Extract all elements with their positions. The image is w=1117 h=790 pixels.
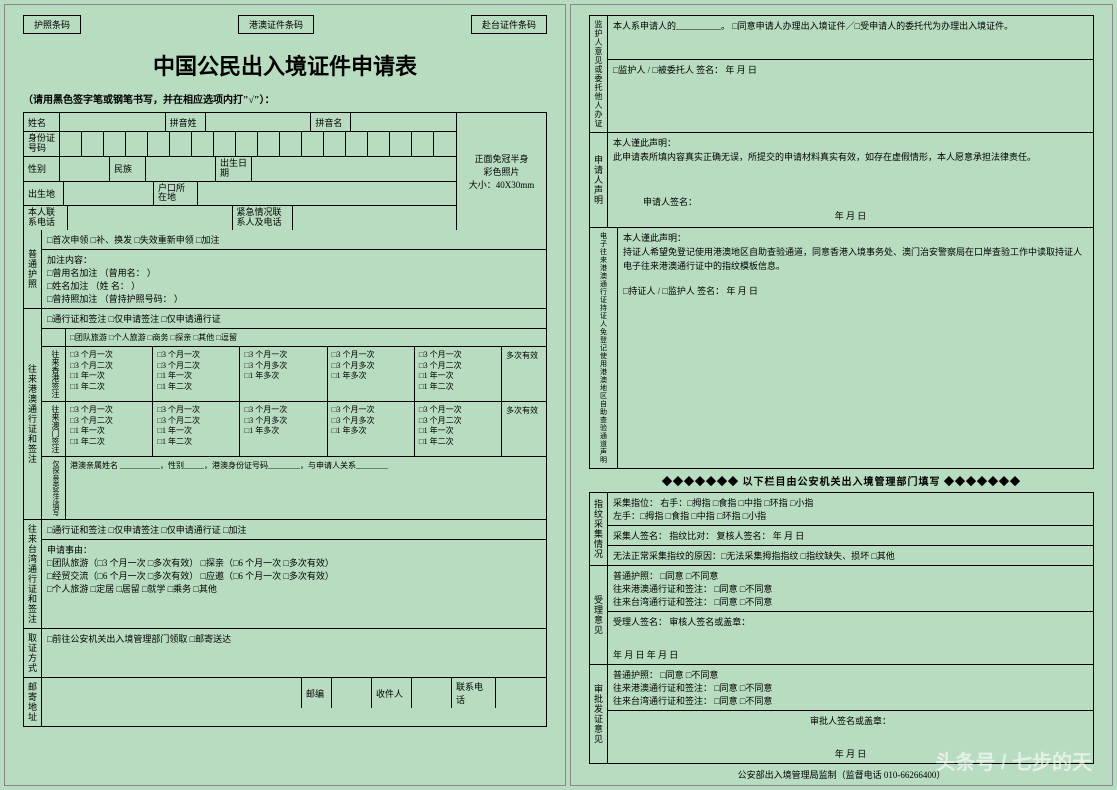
phone-field[interactable] (68, 206, 233, 230)
official-divider: ◆◆◆◆◆◆◆ 以下栏目由公安机关出入境管理部门填写 ◆◆◆◆◆◆◆ (589, 469, 1094, 492)
tw-barcode: 赴台证件条码 (471, 15, 547, 34)
vlbl-tw: 往来台湾通行证和签注 (24, 520, 42, 628)
passport-row1[interactable]: □首次申领 □补、换发 □失效重新申领 □加注 (42, 230, 546, 250)
lbl-phone: 本人联系电话 (24, 206, 68, 230)
watermark: 头条号 / 七步的天 (935, 746, 1092, 775)
vlbl-hkmo: 往来港澳通行证和签注 (24, 309, 42, 519)
hkmo-barcode: 港澳证件条码 (238, 15, 314, 34)
dob-field[interactable] (252, 157, 456, 181)
lbl-pinyin-giv: 拼音名 (311, 113, 351, 131)
pinyin-giv-field[interactable] (351, 113, 456, 131)
lbl-dob: 出生日期 (216, 157, 252, 181)
mail-addr[interactable] (42, 678, 302, 708)
lbl-pinyin-sur: 拼音姓 (166, 113, 206, 131)
ethnic-field[interactable] (146, 157, 216, 181)
emerg-field[interactable] (293, 206, 457, 230)
barcode-row: 护照条码 港澳证件条码 赴台证件条码 (23, 15, 547, 34)
lbl-ethnic: 民族 (110, 157, 146, 181)
page2-official: 指纹采集情况 采集指位： 右手：□拇指 □食指 □中指 □环指 □小指 左手：□… (589, 492, 1094, 764)
main-form: 姓名 拼音姓 拼音名 身份证号码 性别 民族 出生日期 (23, 112, 547, 727)
name-field[interactable] (60, 113, 166, 131)
pinyin-sur-field[interactable] (206, 113, 312, 131)
instruction: （请用黑色签字笔或钢笔书写，并在相应选项内打"√"）： (23, 91, 547, 106)
lbl-birthplace: 出生地 (24, 182, 64, 206)
birthplace-field[interactable] (64, 182, 154, 206)
page2-form: 监护人意见或委托他人办证 本人系申请人的__________。 □同意申请人办理… (589, 15, 1094, 469)
lbl-idno: 身份证号码 (24, 132, 60, 156)
page-2: 监护人意见或委托他人办证 本人系申请人的__________。 □同意申请人办理… (570, 4, 1113, 786)
vlbl-passport: 普通护照 (24, 230, 42, 308)
sex-field[interactable] (60, 157, 110, 181)
passport-barcode: 护照条码 (23, 15, 81, 34)
id-digit[interactable] (60, 132, 82, 156)
hukou-field[interactable] (198, 182, 456, 206)
lbl-emerg: 紧急情况联系人及电话 (233, 206, 293, 230)
page-1: 护照条码 港澳证件条码 赴台证件条码 中国公民出入境证件申请表 （请用黑色签字笔… (4, 4, 566, 786)
lbl-hukou: 户口所在地 (154, 182, 198, 206)
lbl-sex: 性别 (24, 157, 60, 181)
form-title: 中国公民出入境证件申请表 (23, 49, 547, 81)
lbl-name: 姓名 (24, 113, 60, 131)
photo-box: 正面免冠半身 彩色照片 大小：40X30mm (456, 113, 546, 230)
